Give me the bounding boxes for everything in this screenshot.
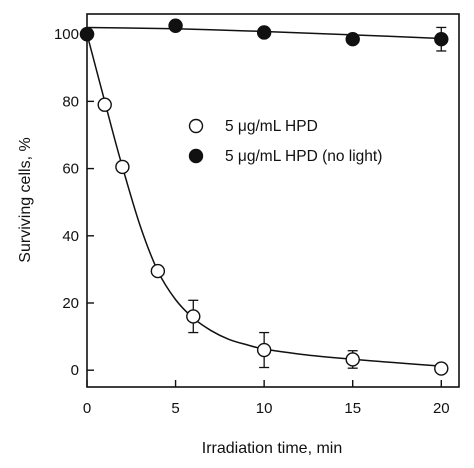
series-0-point-6 bbox=[345, 352, 360, 367]
series-0-point-4 bbox=[186, 309, 201, 324]
y-tick-label-1: 20 bbox=[62, 295, 79, 312]
x-tick-label-4: 20 bbox=[433, 400, 450, 417]
series-1-point-3 bbox=[345, 32, 360, 47]
y-axis-title: Surviving cells, % bbox=[17, 137, 34, 262]
series-1-point-4 bbox=[434, 32, 449, 47]
series-1-point-1 bbox=[168, 18, 183, 33]
y-tick-label-5: 100 bbox=[54, 26, 79, 43]
x-tick-label-1: 5 bbox=[171, 400, 179, 417]
fit-curves bbox=[86, 26, 442, 367]
data-points bbox=[79, 18, 449, 376]
x-tick-label-3: 15 bbox=[344, 400, 361, 417]
y-tick-label-2: 40 bbox=[62, 228, 79, 245]
series-0-point-1 bbox=[97, 97, 112, 112]
series-1-point-2 bbox=[256, 25, 272, 40]
series-0-point-3 bbox=[150, 263, 166, 279]
y-tick-label-3: 60 bbox=[62, 161, 79, 178]
tick-labels: 0 5 10 15 20 0 20 40 60 80 100 bbox=[54, 26, 450, 417]
y-tick-label-0: 0 bbox=[71, 362, 79, 379]
error-bars bbox=[188, 26, 447, 369]
x-tick-label-2: 10 bbox=[256, 400, 273, 417]
series-0-curve bbox=[86, 33, 442, 367]
series-0-point-5 bbox=[256, 342, 272, 358]
legend-marker-filled bbox=[188, 148, 204, 164]
legend-marker-open bbox=[188, 118, 204, 134]
legend-label-hpd: 5 μg/mL HPD bbox=[225, 118, 318, 135]
plot-frame bbox=[86, 13, 460, 388]
legend: 5 μg/mL HPD 5 μg/mL HPD (no light) bbox=[188, 118, 382, 165]
y-tick-label-4: 80 bbox=[62, 93, 79, 110]
series-1-point-0 bbox=[79, 26, 95, 42]
x-axis-title: Irradiation time, min bbox=[202, 440, 343, 457]
legend-label-hpd-no-light: 5 μg/mL HPD (no light) bbox=[225, 148, 382, 165]
x-tick-label-0: 0 bbox=[83, 400, 91, 417]
series-0-point-2 bbox=[115, 159, 130, 175]
series-0-point-7 bbox=[434, 361, 449, 376]
